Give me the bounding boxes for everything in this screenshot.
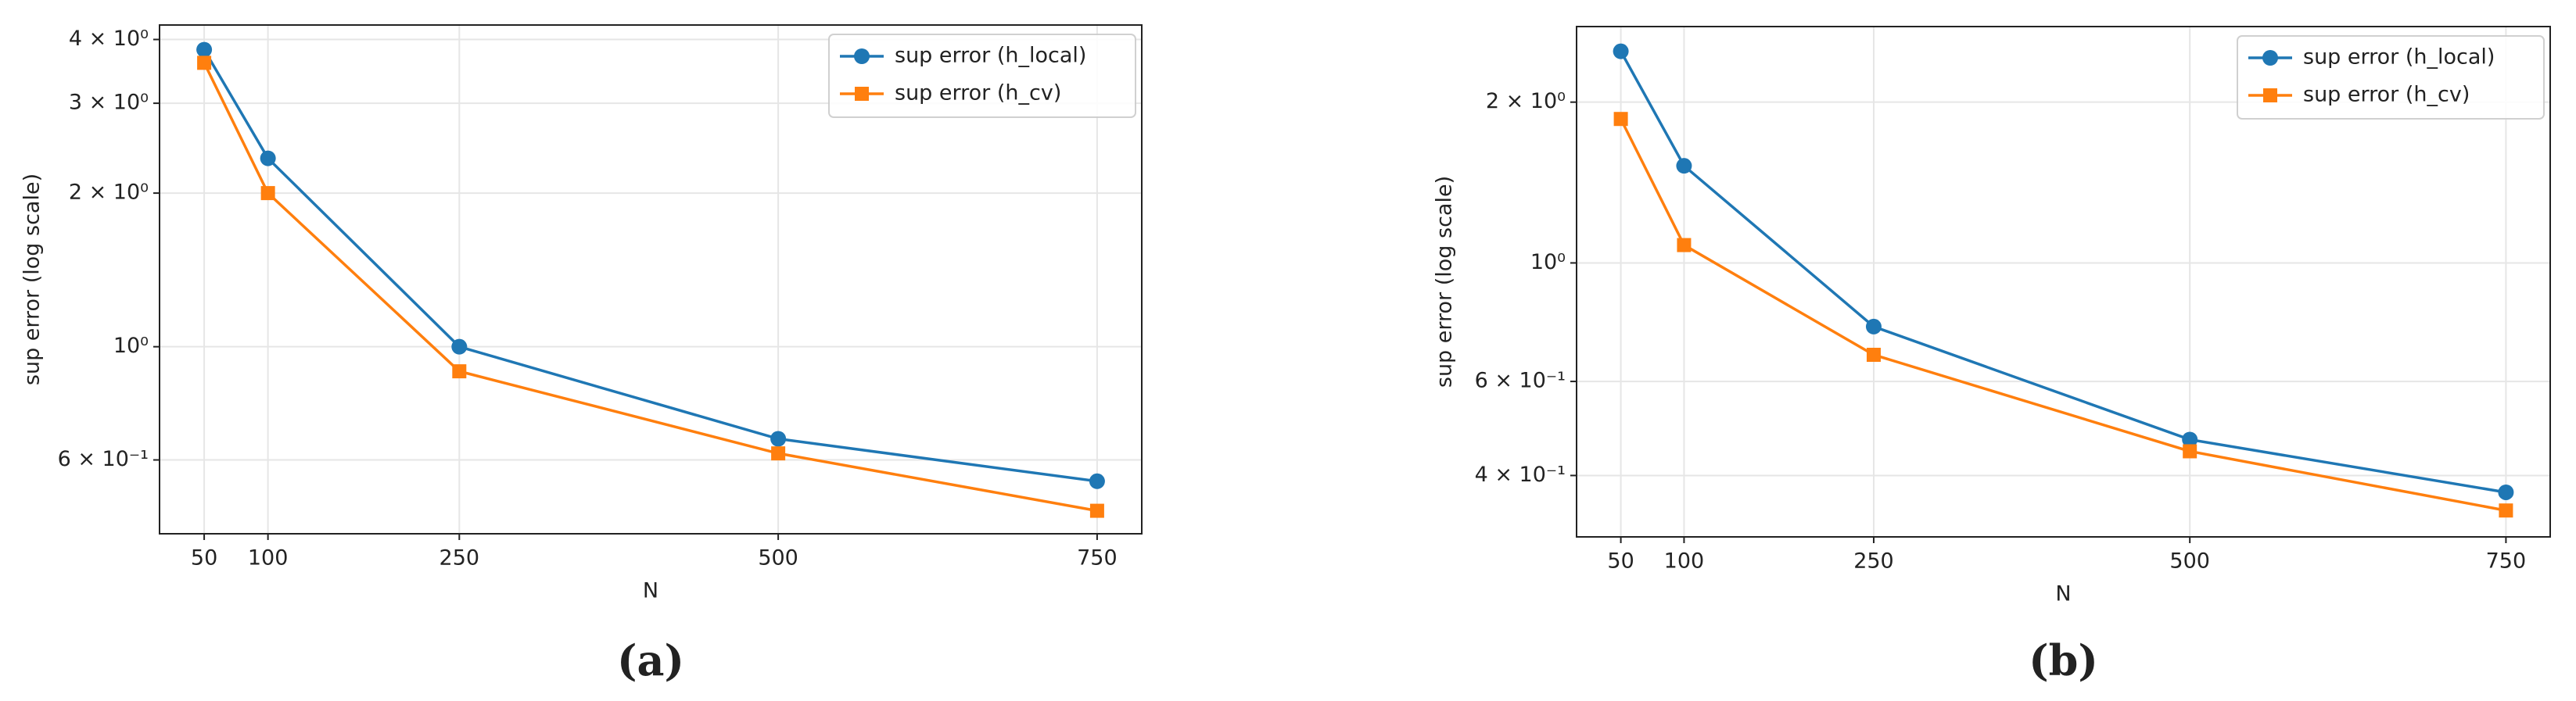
y-tick-label: 4 × 10⁻¹	[1475, 463, 1566, 487]
marker	[2182, 431, 2198, 448]
marker	[196, 41, 213, 58]
x-tick-label: 50	[1607, 549, 1634, 574]
marker	[2183, 444, 2197, 459]
marker	[2499, 503, 2513, 518]
y-axis-label: sup error (log scale)	[20, 173, 45, 385]
marker	[771, 446, 786, 461]
y-tick-label: 6 × 10⁻¹	[1475, 369, 1566, 393]
legend-label: sup error (h_cv)	[895, 81, 1061, 106]
y-tick-label: 4 × 10⁰	[69, 27, 149, 51]
legend-label: sup error (h_local)	[2303, 45, 2495, 70]
legend-marker	[854, 48, 870, 64]
marker	[1089, 503, 1104, 518]
plot-frame	[159, 24, 1143, 535]
y-tick-label: 10⁰	[113, 334, 149, 358]
legend-marker	[2262, 50, 2278, 66]
caption: (b)	[2029, 635, 2098, 685]
x-tick-label: 100	[248, 546, 289, 570]
plot-frame	[1576, 26, 2551, 538]
caption: (a)	[617, 635, 684, 685]
marker	[770, 431, 787, 447]
y-tick-label: 6 × 10⁻¹	[58, 447, 149, 471]
marker	[1865, 318, 1882, 334]
marker	[1089, 473, 1105, 489]
y-tick-label: 2 × 10⁰	[1486, 89, 1566, 113]
x-tick-label: 750	[2486, 549, 2527, 574]
y-tick-label: 2 × 10⁰	[69, 181, 149, 205]
y-axis-label: sup error (log scale)	[1433, 176, 1457, 388]
marker	[197, 55, 212, 70]
marker	[1676, 158, 1692, 174]
x-tick-label: 100	[1664, 549, 1705, 574]
x-axis-label: N	[2055, 582, 2071, 606]
series-line	[203, 62, 1098, 513]
x-tick-label: 50	[191, 546, 217, 570]
marker	[1613, 43, 1629, 59]
x-tick-label: 250	[439, 546, 480, 570]
legend-box	[828, 34, 1136, 118]
y-tick-label: 3 × 10⁰	[69, 91, 149, 115]
x-tick-label: 500	[2169, 549, 2210, 574]
series-line	[1620, 118, 2506, 512]
legend-marker	[2263, 88, 2277, 102]
x-axis-label: N	[643, 579, 658, 603]
y-tick-label: 10⁰	[1530, 250, 1566, 274]
legend-label: sup error (h_local)	[895, 44, 1086, 68]
x-tick-label: 500	[758, 546, 798, 570]
marker	[1613, 112, 1628, 127]
marker	[2498, 484, 2514, 500]
marker	[1677, 238, 1692, 252]
marker	[451, 338, 468, 355]
marker	[260, 150, 276, 166]
marker	[1866, 348, 1881, 363]
marker	[452, 364, 467, 379]
legend-marker	[855, 87, 869, 101]
marker	[260, 186, 275, 201]
legend-label: sup error (h_cv)	[2303, 83, 2470, 107]
x-tick-label: 750	[1077, 546, 1118, 570]
x-tick-label: 250	[1853, 549, 1894, 574]
legend-box	[2237, 35, 2545, 120]
